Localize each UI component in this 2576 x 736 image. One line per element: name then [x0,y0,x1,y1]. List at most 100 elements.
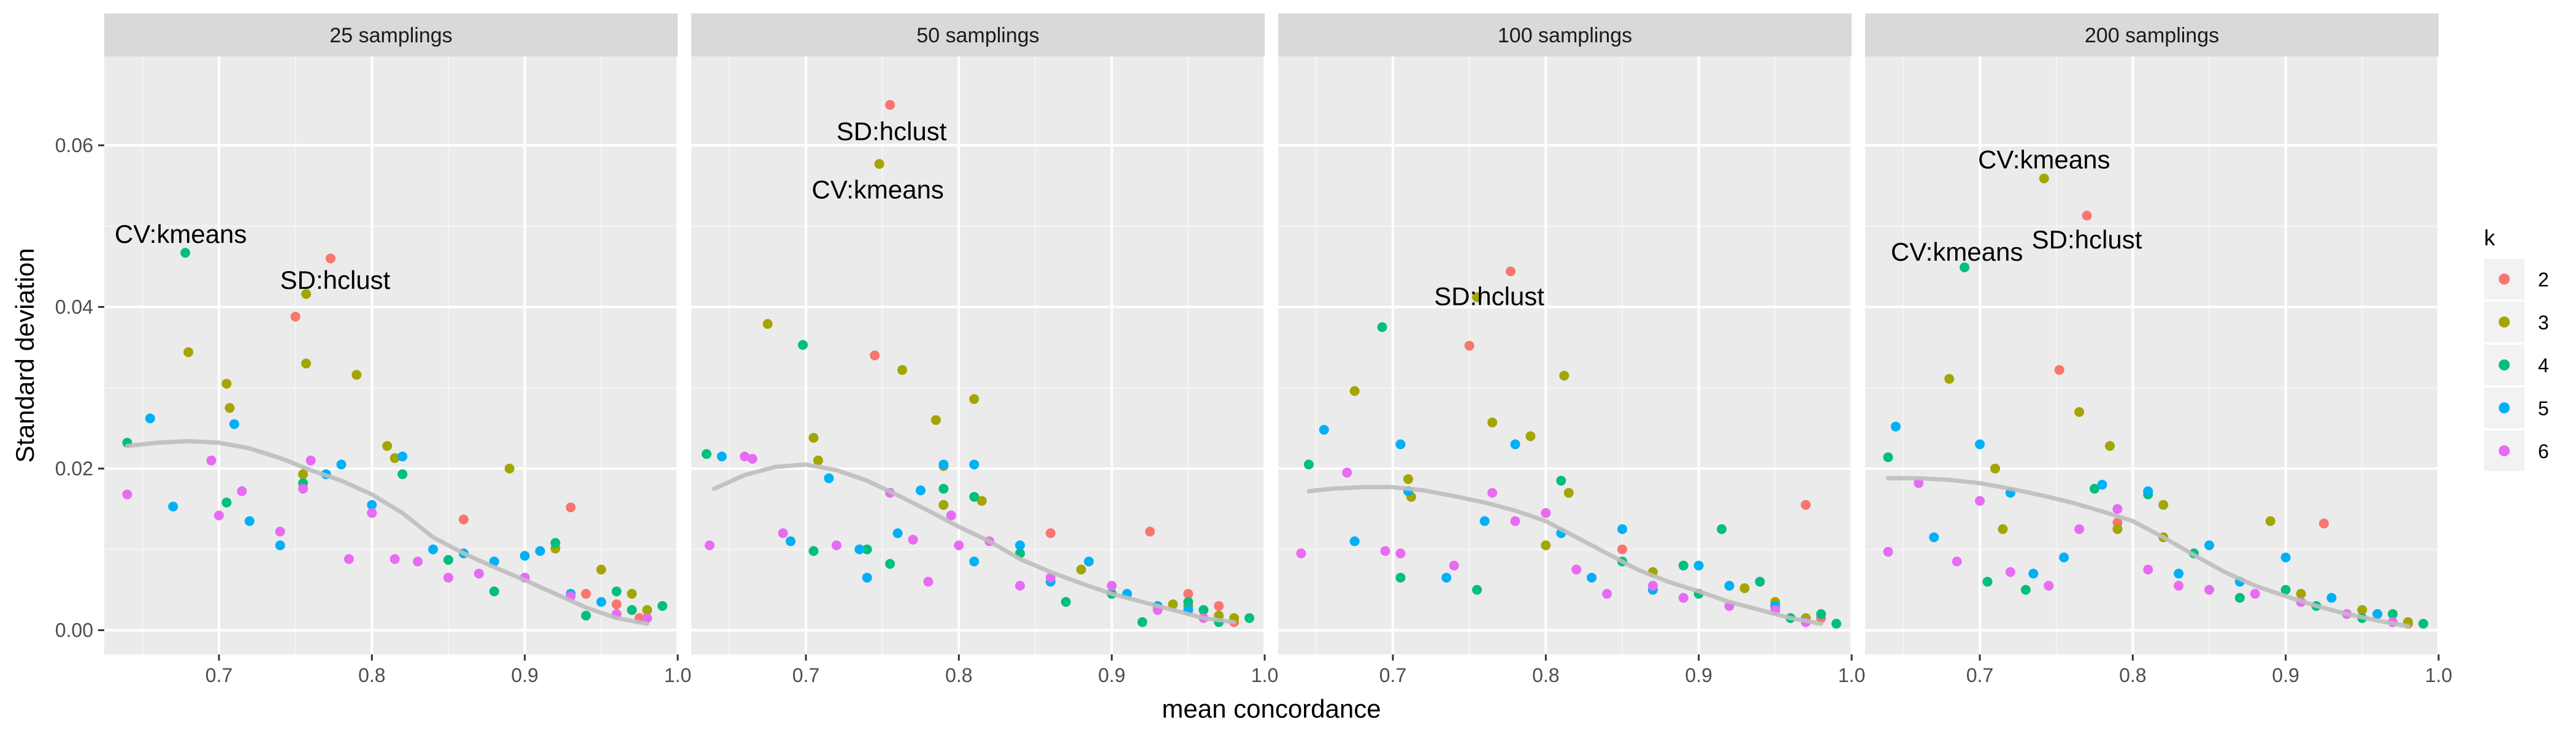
data-point [627,589,637,599]
point-annotation: SD:hclust [837,117,947,146]
data-point [1717,524,1727,534]
data-point [1403,474,1413,485]
data-point [336,459,347,470]
data-point [565,502,576,513]
data-point [2074,524,2085,534]
data-point [1617,544,1627,554]
data-point [2020,585,2031,595]
data-point [2265,516,2275,526]
data-point [1587,572,1597,583]
series-k3 [1944,173,2413,627]
data-point [870,350,880,361]
data-point [1505,266,1516,277]
data-point [382,441,393,451]
data-point [2357,605,2367,615]
data-point [1464,340,1474,351]
data-point [1395,548,1406,559]
data-point [642,605,653,615]
data-point [1801,500,1811,510]
data-point [938,483,949,494]
data-point [2044,581,2054,591]
data-point [1296,548,1306,559]
data-point [854,544,865,554]
point-annotation: SD:hclust [280,266,391,294]
data-point [2326,592,2337,603]
data-point [657,600,668,611]
data-point [2097,480,2107,490]
legend-key-swatch [2499,316,2510,328]
x-tick-label: 1.0 [1838,664,1865,686]
data-point [704,540,715,551]
data-point [1349,536,1360,546]
data-point [413,556,423,567]
facet-title: 200 samplings [2085,24,2219,47]
legend: k 2 3 4 5 6 [2484,225,2549,471]
x-tick-label: 1.0 [664,664,691,686]
data-point [1319,424,1329,435]
x-tick-label: 0.7 [1379,664,1406,686]
data-point [1183,589,1194,599]
data-point [2112,504,2123,514]
data-point [2005,567,2015,577]
data-point [2143,564,2153,575]
data-point [122,489,132,500]
x-tick-label: 1.0 [1251,664,1278,686]
x-tick-label: 0.9 [2272,664,2299,686]
data-point [923,577,933,587]
data-point [1678,592,1689,603]
data-point [969,556,979,567]
data-point [1975,496,1985,506]
data-point [458,514,469,524]
data-point [938,500,949,510]
data-point [1183,597,1194,607]
data-point [1377,322,1387,332]
data-point [1755,577,1765,587]
data-point [1106,581,1117,591]
data-point [1168,599,1178,610]
point-annotation: CV:kmeans [1978,145,2110,174]
legend-label: 5 [2538,397,2549,420]
data-point [2234,592,2245,603]
data-point [824,473,834,483]
data-point [1214,600,1224,611]
data-point [428,544,439,554]
point-annotation: SD:hclust [2032,225,2142,254]
x-tick-label: 0.8 [945,664,972,686]
data-point [611,599,622,610]
series-k5 [1890,421,2383,619]
data-point [862,544,872,554]
point-annotation: CV:kmeans [811,175,944,204]
data-point [786,536,796,546]
data-point [298,469,309,480]
facet-panel: 25 samplings CV:kmeans SD:hclust [104,13,679,654]
data-point [831,540,841,551]
y-tick-label: 0.06 [55,134,93,156]
data-point [275,526,285,537]
data-point [976,496,987,506]
data-point [2028,569,2039,579]
data-point [224,403,235,413]
data-point [1342,467,1352,478]
data-point [969,492,979,502]
data-point [168,501,178,512]
data-point [367,500,377,510]
legend-title: k [2484,225,2496,250]
series-k3 [183,289,653,615]
data-point [1602,589,1612,599]
legend-label: 6 [2538,440,2549,462]
data-point [1816,609,1827,619]
data-point [2082,210,2092,221]
data-point [642,613,653,623]
data-point [611,586,622,597]
data-point [397,451,408,462]
data-point [1060,597,1071,607]
data-point [2104,441,2115,451]
data-point [954,540,964,551]
data-point [1678,561,1689,571]
data-point [2319,518,2329,529]
data-point [2174,581,2184,591]
data-point [1556,475,1566,486]
data-point [1487,417,1498,427]
data-point [221,497,232,508]
